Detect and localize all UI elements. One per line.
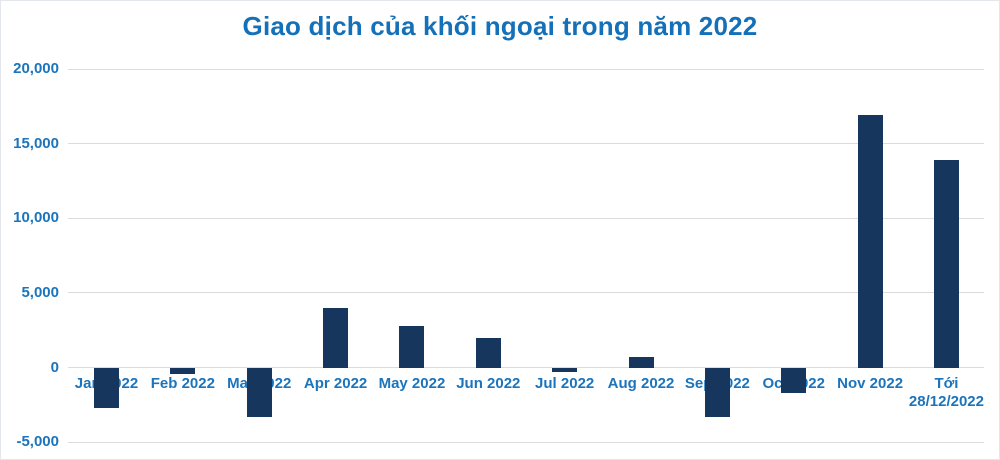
y-axis-tick-label: 10,000 [13, 209, 59, 227]
bar-nov-2022 [857, 115, 883, 368]
bar-mar-2022 [246, 367, 272, 417]
bar-sep-2022 [704, 367, 730, 417]
bar-jul-2022 [552, 367, 578, 373]
y-axis-tick-label: 20,000 [13, 60, 59, 77]
x-axis-tick-label: Feb 2022 [150, 374, 215, 392]
x-axis-tick-label: Jul 2022 [535, 374, 595, 392]
x-axis-tick-label: Tới 28/12/2022 [908, 374, 984, 410]
x-axis-tick-label: May 2022 [378, 374, 446, 392]
bar-oct-2022 [781, 367, 807, 393]
chart-title: Giao dịch của khối ngoại trong năm 2022 [242, 11, 758, 41]
bar-jan-2022 [94, 367, 119, 408]
gridline-y-15000 [68, 143, 984, 145]
x-axis-tick-label: Aug 2022 [607, 374, 675, 392]
gridline-y--5000 [68, 441, 984, 443]
y-axis-tick-label: 5,000 [21, 283, 59, 301]
x-axis-tick-label: Nov 2022 [837, 374, 904, 392]
y-axis-tick-label: 0 [50, 358, 59, 376]
bar-apr-2022 [323, 307, 349, 368]
bar-feb-2022 [170, 367, 196, 374]
bar-may-2022 [399, 325, 425, 368]
bar-tới-28/12/2022 [933, 160, 959, 368]
gridline-y-5000 [68, 292, 984, 294]
x-axis-tick-label: Jun 2022 [456, 374, 521, 392]
bar-aug-2022 [628, 357, 654, 368]
gridline-y-0 [68, 367, 984, 369]
y-axis-tick-label: -5,000 [16, 433, 59, 451]
x-axis-tick-label: Apr 2022 [303, 374, 368, 392]
y-axis-tick-label: 15,000 [13, 134, 59, 152]
gridline-y-10000 [68, 217, 984, 219]
gridline-y-20000 [68, 68, 984, 70]
bar-jun-2022 [475, 337, 501, 368]
